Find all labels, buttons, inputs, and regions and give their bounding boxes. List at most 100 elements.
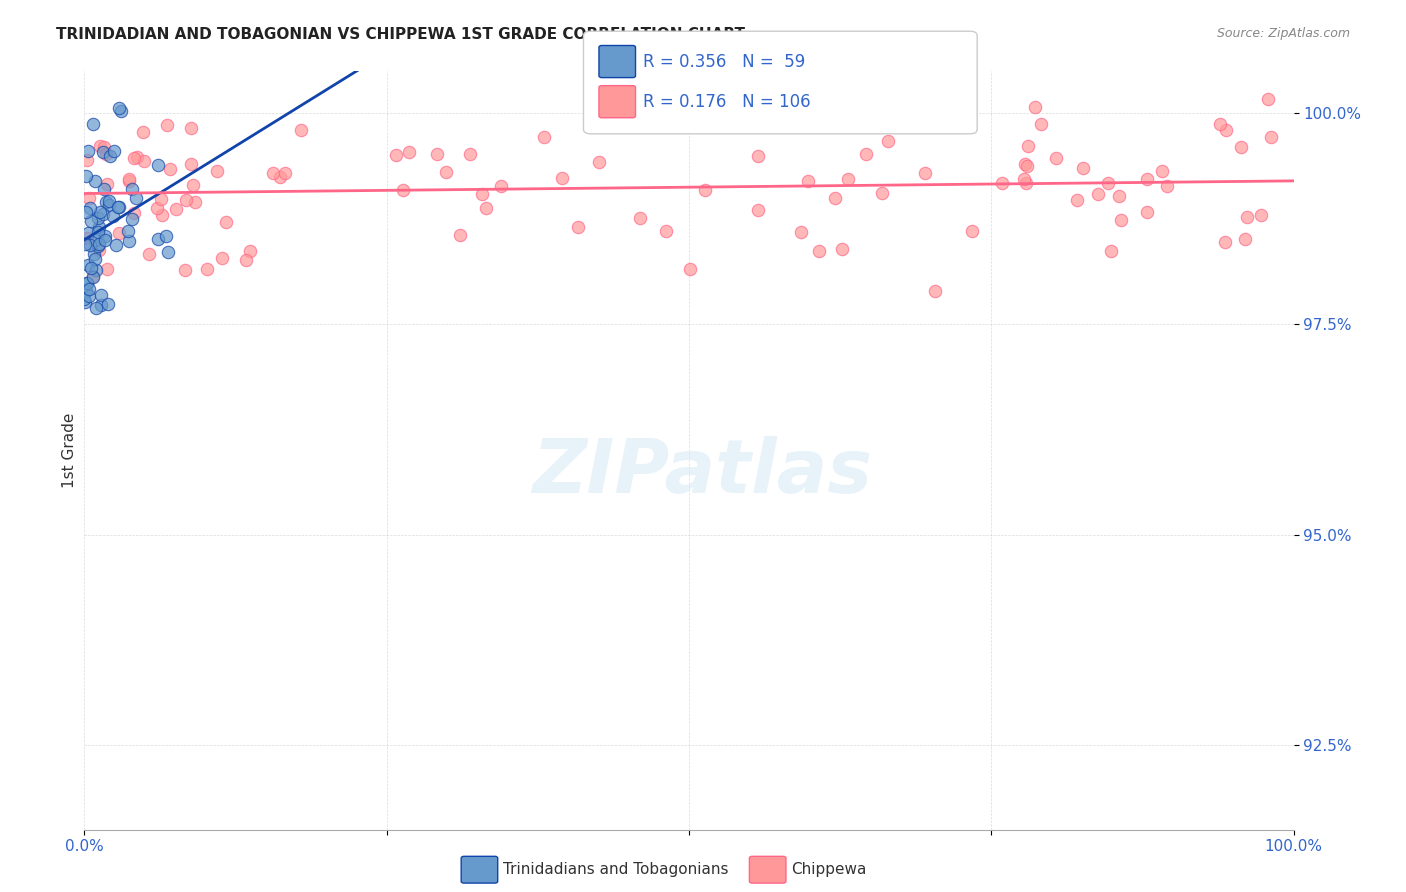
Point: [94, 233, 117, 247]
Text: ZIPatlas: ZIPatlas: [533, 436, 873, 509]
Point: [824, 191, 846, 205]
Point: [181, 178, 204, 193]
Point: [83, 174, 105, 188]
Point: [84, 263, 107, 277]
Point: [273, 166, 295, 180]
Point: [134, 154, 156, 169]
Point: [75, 169, 97, 183]
Text: Source: ZipAtlas.com: Source: ZipAtlas.com: [1216, 27, 1350, 40]
Point: [1012, 171, 1035, 186]
Point: [290, 123, 312, 137]
Point: [695, 183, 717, 197]
Point: [174, 193, 197, 207]
Y-axis label: 1st Grade: 1st Grade: [62, 413, 77, 488]
Point: [269, 170, 291, 185]
Point: [159, 162, 181, 177]
Point: [108, 101, 131, 115]
Point: [80, 214, 103, 228]
Point: [876, 134, 898, 148]
Point: [83, 233, 105, 247]
Point: [79, 202, 101, 216]
Point: [1108, 189, 1130, 203]
Point: [551, 170, 574, 185]
Point: [86, 225, 108, 239]
Point: [90, 298, 112, 312]
Point: [1015, 176, 1038, 190]
Point: [1250, 208, 1272, 222]
Point: [165, 202, 187, 216]
Point: [180, 120, 202, 135]
Point: [180, 157, 202, 171]
Point: [1015, 159, 1038, 173]
Point: [458, 147, 481, 161]
Point: [125, 191, 148, 205]
Point: [533, 129, 555, 144]
Point: [711, 102, 734, 116]
Point: [101, 209, 124, 223]
Point: [94, 195, 117, 210]
Point: [837, 172, 859, 186]
Point: [471, 186, 494, 201]
Point: [76, 276, 98, 290]
Point: [93, 182, 115, 196]
Point: [149, 192, 172, 206]
Point: [82, 268, 104, 283]
Point: [91, 145, 114, 160]
Point: [235, 253, 257, 268]
Point: [679, 262, 702, 277]
Point: [1109, 213, 1132, 227]
Point: [107, 200, 129, 214]
Point: [1260, 129, 1282, 144]
Point: [1213, 235, 1236, 250]
Point: [1087, 186, 1109, 201]
Point: [121, 182, 143, 196]
Point: [1236, 211, 1258, 225]
Point: [89, 205, 111, 219]
Point: [94, 147, 117, 161]
Point: [1215, 122, 1237, 136]
Point: [1229, 140, 1251, 154]
Text: Chippewa: Chippewa: [792, 863, 868, 877]
Point: [148, 157, 170, 171]
Point: [628, 211, 651, 225]
Point: [121, 211, 143, 226]
Point: [96, 261, 118, 276]
Point: [796, 174, 818, 188]
Point: [97, 198, 120, 212]
Point: [789, 225, 811, 239]
Point: [73, 236, 96, 251]
Point: [747, 149, 769, 163]
Point: [1233, 232, 1256, 246]
Point: [138, 246, 160, 260]
Point: [914, 166, 936, 180]
Point: [215, 215, 238, 229]
Point: [76, 153, 98, 168]
Text: TRINIDADIAN AND TOBAGONIAN VS CHIPPEWA 1ST GRADE CORRELATION CHART: TRINIDADIAN AND TOBAGONIAN VS CHIPPEWA 1…: [56, 27, 745, 42]
Point: [118, 171, 141, 186]
Point: [98, 194, 121, 208]
Point: [76, 145, 98, 159]
Point: [262, 166, 284, 180]
Point: [1156, 179, 1178, 194]
Point: [398, 145, 420, 159]
Point: [239, 244, 262, 259]
Point: [392, 183, 415, 197]
Point: [145, 201, 167, 215]
Point: [131, 125, 153, 139]
Point: [588, 155, 610, 169]
Point: [1066, 193, 1088, 207]
Point: [75, 205, 97, 219]
Point: [103, 144, 125, 158]
Point: [122, 151, 145, 165]
Point: [991, 176, 1014, 190]
Point: [89, 139, 111, 153]
Point: [118, 174, 141, 188]
Point: [211, 252, 233, 266]
Point: [104, 238, 127, 252]
Point: [84, 252, 107, 266]
Point: [110, 104, 132, 119]
Point: [156, 118, 179, 132]
Point: [127, 150, 149, 164]
Point: [108, 226, 131, 240]
Point: [87, 243, 110, 257]
